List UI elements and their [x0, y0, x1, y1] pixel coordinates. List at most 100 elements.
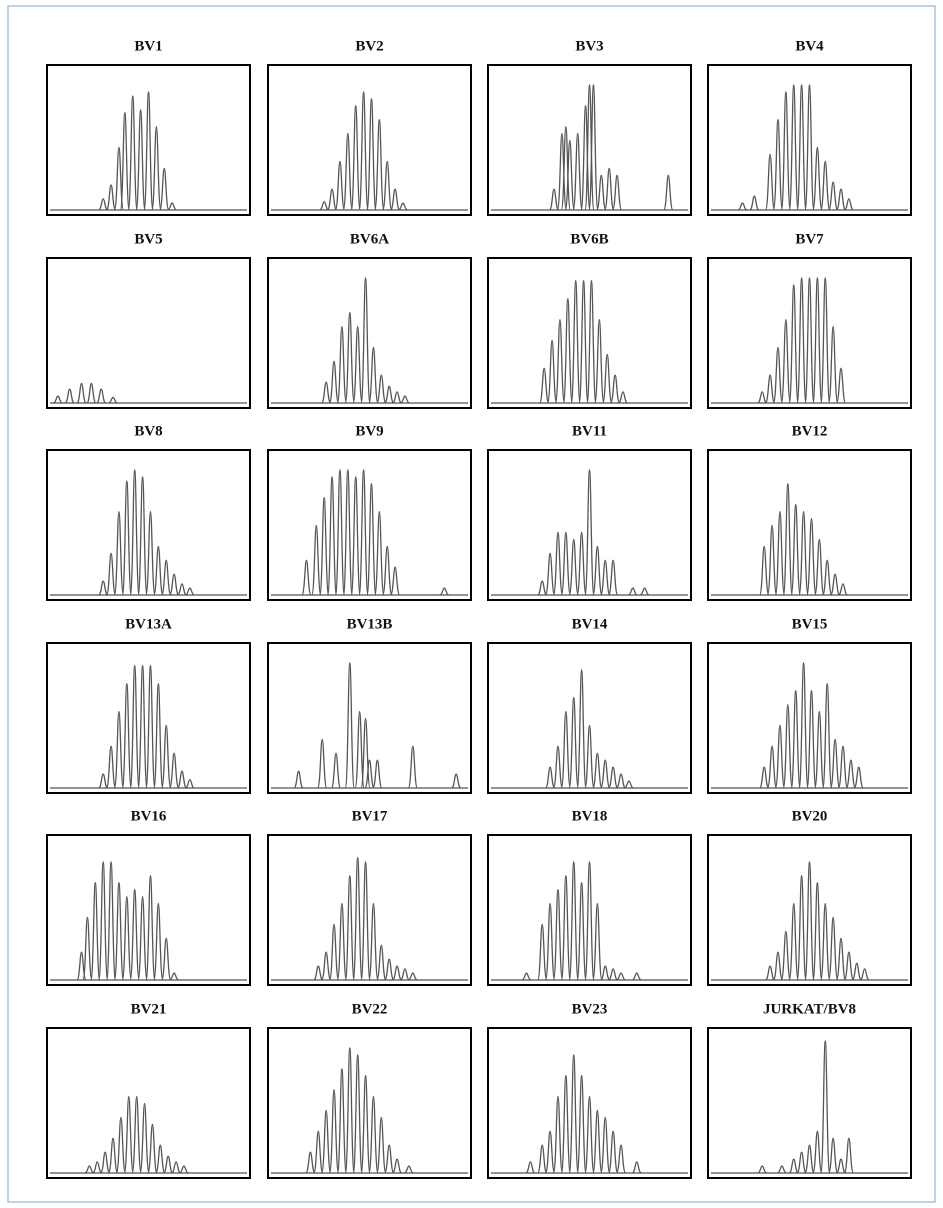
- peak: [105, 184, 117, 211]
- peak: [313, 1130, 324, 1174]
- panel: BV20: [707, 808, 912, 986]
- peak: [788, 1158, 799, 1174]
- plot-frame: [707, 1027, 912, 1179]
- peak: [798, 662, 809, 789]
- peak: [592, 752, 603, 789]
- peak: [336, 325, 348, 404]
- panel-title: JURKAT/BV8: [763, 1001, 856, 1017]
- panel: BV7: [707, 231, 912, 409]
- peak: [151, 125, 162, 211]
- peak: [168, 752, 180, 789]
- peak: [584, 469, 595, 596]
- peak: [96, 388, 107, 404]
- peak: [344, 662, 355, 789]
- panel: BV9: [267, 423, 472, 601]
- peak: [360, 861, 371, 981]
- peak: [350, 105, 361, 211]
- panel-title: BV18: [572, 808, 608, 824]
- peak: [759, 766, 770, 789]
- peak: [129, 665, 140, 789]
- peak: [562, 298, 573, 404]
- peak: [98, 580, 109, 596]
- plot-frame: [707, 257, 912, 409]
- peak: [153, 683, 164, 789]
- peak: [366, 483, 377, 596]
- peak: [537, 923, 548, 981]
- peak: [600, 759, 611, 789]
- peak: [137, 665, 148, 789]
- peak: [145, 510, 156, 596]
- peak: [366, 98, 377, 211]
- peak: [537, 1144, 548, 1174]
- panel-title: BV1: [134, 38, 162, 54]
- peak: [121, 480, 132, 596]
- peak: [812, 1130, 823, 1174]
- peak: [814, 710, 825, 789]
- peak: [90, 882, 101, 981]
- panel: BV15: [707, 616, 912, 794]
- peak: [358, 469, 369, 596]
- panel: BV4: [707, 38, 912, 216]
- peak: [608, 968, 618, 981]
- peak: [859, 968, 870, 981]
- peak: [321, 1109, 332, 1174]
- peak: [806, 517, 817, 596]
- peak: [749, 195, 760, 211]
- plot-frame: [46, 257, 251, 409]
- peak: [404, 1165, 414, 1174]
- plot-frame: [487, 449, 692, 601]
- peak: [328, 360, 340, 404]
- peak: [812, 277, 823, 404]
- peak: [317, 738, 328, 789]
- peak: [439, 587, 450, 596]
- plot-frame: [707, 64, 912, 216]
- peak: [607, 559, 619, 596]
- peak: [556, 132, 568, 211]
- panel: BV22: [267, 1001, 472, 1179]
- peak: [105, 552, 117, 596]
- peak: [82, 916, 93, 981]
- peak: [584, 861, 595, 981]
- peak: [137, 895, 148, 981]
- peak: [537, 580, 548, 596]
- panel-title: BV6A: [350, 231, 389, 247]
- peak: [544, 766, 556, 789]
- peak: [389, 566, 401, 596]
- peak: [185, 779, 195, 789]
- panel: BV3: [487, 38, 692, 216]
- peak: [382, 160, 393, 211]
- peak: [539, 367, 550, 404]
- peak: [179, 1165, 189, 1174]
- peak: [576, 882, 587, 981]
- peak: [407, 745, 418, 789]
- peak: [544, 902, 556, 981]
- peak: [376, 374, 387, 404]
- peak: [358, 91, 369, 211]
- peak: [851, 962, 862, 981]
- peak: [804, 277, 815, 404]
- peak: [607, 1130, 619, 1174]
- peak: [127, 95, 138, 211]
- peak: [167, 202, 177, 211]
- peak: [804, 861, 815, 981]
- peak: [765, 965, 775, 981]
- peak: [321, 951, 332, 981]
- plot-frame: [487, 642, 692, 794]
- peak: [782, 703, 793, 789]
- plot-frame: [46, 64, 251, 216]
- panel-title: BV4: [795, 38, 824, 54]
- plot-frame: [267, 257, 472, 409]
- peak: [796, 84, 807, 211]
- peak: [161, 724, 172, 789]
- peak: [374, 118, 385, 211]
- peak: [382, 545, 393, 596]
- peak: [113, 710, 125, 789]
- plot-frame: [267, 834, 472, 986]
- peak: [552, 888, 564, 981]
- peak: [525, 1161, 536, 1174]
- peak: [53, 395, 63, 404]
- peak: [820, 160, 831, 211]
- peak: [820, 902, 831, 981]
- peak: [600, 1116, 611, 1174]
- peak: [829, 738, 841, 789]
